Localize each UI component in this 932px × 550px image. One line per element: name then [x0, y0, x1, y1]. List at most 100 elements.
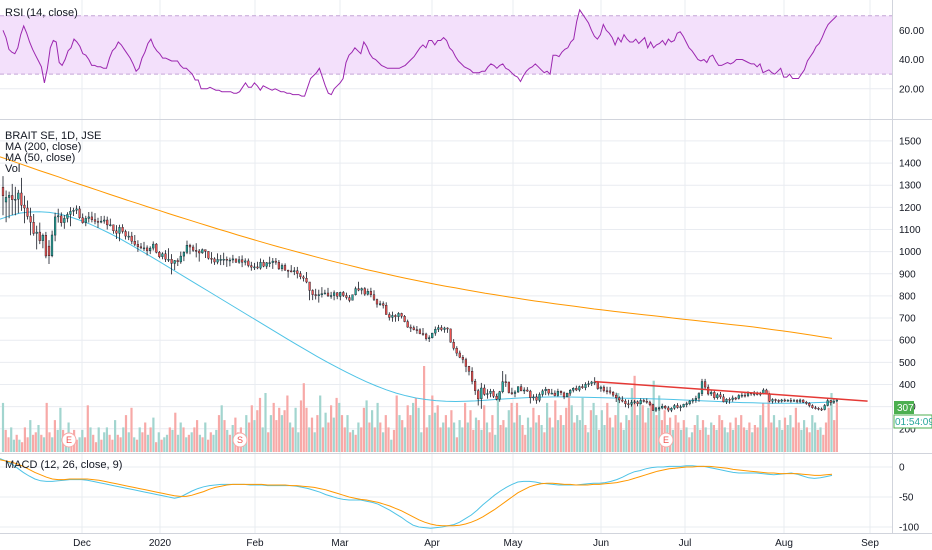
candle [835, 399, 838, 403]
time-tick-label: Feb [246, 538, 264, 549]
volume-bar [141, 432, 144, 452]
candle [743, 392, 746, 398]
candle-body [240, 259, 244, 263]
volume-bar [116, 434, 119, 452]
volume-bar [278, 407, 281, 452]
candle [783, 398, 786, 402]
candle [136, 240, 139, 252]
candle-body [382, 303, 385, 306]
candle [385, 302, 388, 315]
volume-bar [114, 420, 117, 452]
candle-body [566, 392, 569, 398]
volume-bar [819, 427, 822, 452]
volume-bar [707, 434, 710, 452]
candle-body [799, 399, 802, 402]
volume-bar [146, 434, 149, 452]
candle-body [44, 234, 47, 257]
candle [679, 404, 682, 412]
volume-bar [546, 402, 549, 452]
volume-bar [351, 429, 355, 452]
volume-bar [319, 395, 322, 452]
candle [464, 357, 467, 373]
volume-bar [302, 383, 305, 452]
candle-body [400, 313, 403, 317]
volume-bar [663, 410, 666, 452]
candle [133, 235, 136, 247]
time-tick-label: Mar [331, 538, 349, 549]
ma200-line [0, 156, 833, 339]
candle [403, 315, 406, 323]
volume-bar [420, 432, 423, 452]
volume-bar [450, 410, 453, 452]
candle-body [188, 244, 192, 248]
candle [673, 404, 676, 410]
candle [250, 261, 253, 271]
volume-bar [308, 427, 311, 452]
candle [4, 190, 8, 223]
candle-body [673, 405, 676, 409]
price-axis[interactable]: 60.00 40.00 20.00 1500 1400 1300 1200 1100 1000 9… [899, 26, 924, 534]
candle-body [685, 403, 688, 405]
candle-body [541, 390, 544, 395]
volume-bar [354, 434, 357, 452]
candle-body [96, 221, 100, 223]
volume-bar [474, 417, 478, 452]
volume-bar [630, 388, 633, 452]
candle [556, 388, 559, 397]
candle-body [520, 386, 523, 392]
candle [452, 339, 455, 351]
volume-bar [814, 422, 817, 452]
candle-body [296, 270, 299, 274]
candle [642, 398, 645, 403]
candle [612, 391, 615, 397]
candle [443, 326, 446, 333]
candle-body [780, 399, 783, 402]
candle-body [179, 255, 182, 263]
volume-bar [124, 415, 128, 452]
candle [562, 391, 566, 400]
candle-body [32, 221, 35, 234]
candle-body [201, 249, 204, 254]
volume-bar [625, 415, 628, 452]
trendline[interactable] [594, 380, 868, 402]
candle-body [311, 290, 314, 295]
volume-bar [775, 427, 778, 452]
candle [581, 384, 584, 389]
candle-body [259, 262, 262, 269]
candle-body [823, 405, 826, 410]
volume-bar [53, 420, 56, 452]
candle [35, 225, 38, 250]
earnings-badge[interactable]: E [61, 432, 77, 448]
candle [277, 260, 280, 270]
candle-body [829, 400, 832, 403]
volume-bar [83, 437, 87, 452]
candle-body [247, 260, 250, 266]
candle [44, 231, 47, 259]
candle [142, 241, 146, 251]
earnings-badge[interactable]: E [658, 432, 674, 448]
candle [523, 387, 526, 394]
volume-bar [179, 422, 182, 452]
earnings-badge[interactable]: S [232, 432, 248, 448]
volume-bar [494, 434, 497, 452]
candle [636, 400, 639, 407]
candle-body [90, 216, 93, 220]
candle-body [700, 381, 704, 394]
candle [771, 398, 774, 404]
volume-bar [299, 400, 303, 452]
candle-body [722, 396, 725, 402]
candle [14, 186, 17, 216]
volume-bar [245, 415, 248, 452]
volume-bar [207, 439, 210, 452]
candle [670, 407, 673, 413]
volume-bar [92, 434, 95, 452]
volume-bar [554, 400, 557, 452]
candle-body [339, 292, 342, 297]
candle [314, 288, 317, 300]
time-axis[interactable]: Dec 2020 Feb Mar Apr May Jun Jul Aug Sep [73, 538, 879, 549]
macd-tick-label: 0 [899, 463, 905, 474]
candle-body [219, 259, 222, 261]
candle [225, 256, 228, 267]
candle [471, 367, 474, 385]
volume-bar [40, 434, 43, 452]
